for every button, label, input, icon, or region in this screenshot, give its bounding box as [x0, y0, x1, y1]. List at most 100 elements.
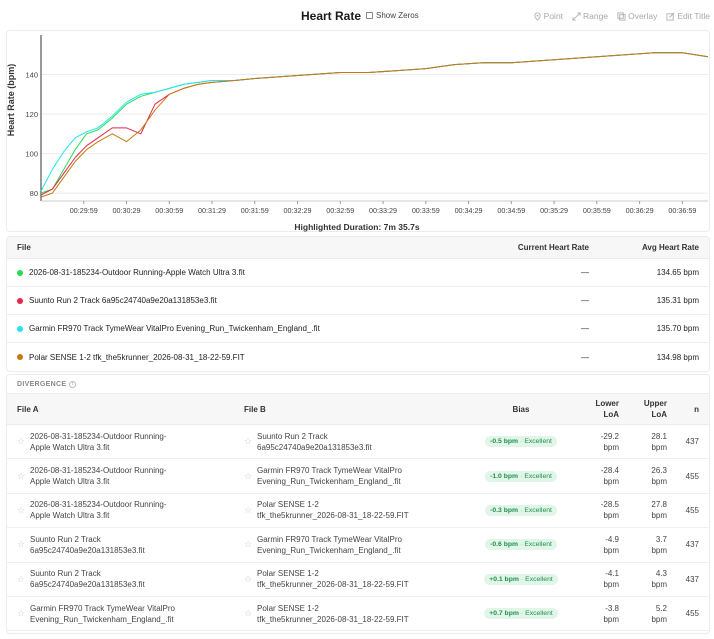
- upper-loa-cell: 27.8 bpm: [619, 499, 667, 521]
- series-line-3: [40, 52, 709, 192]
- highlighted-duration: Highlighted Duration: 7m 35.7s: [294, 222, 420, 232]
- star-icon[interactable]: ☆: [17, 470, 26, 481]
- file-name: Garmin FR970 Track TymeWear VitalPro Eve…: [29, 324, 320, 333]
- chart-svg[interactable]: 80 100 120 140 00:29:59 00:30:29 00:30:59 00:31…: [7, 31, 711, 233]
- bias-value: +0.7 bpm: [489, 610, 519, 618]
- file-a-line1: Suunto Run 2 Track: [30, 534, 101, 544]
- divergence-row[interactable]: ☆ Suunto Run 2 Track 6a95c24740a9e20a13185…: [7, 563, 709, 597]
- heart-rate-chart[interactable]: 80 100 120 140 00:29:59 00:30:29 00:30:59 00:31…: [6, 30, 710, 232]
- file-b-line1: Polar SENSE 1-2: [257, 569, 319, 579]
- star-icon[interactable]: ☆: [17, 539, 26, 550]
- upper-loa-cell: 3.7 bpm: [619, 534, 667, 556]
- star-icon[interactable]: ☆: [244, 608, 253, 619]
- range-button[interactable]: Range: [572, 11, 608, 21]
- file-b-line2: tfk_the5krunner_2026-08-31_18-22-59.FIT: [257, 614, 409, 624]
- file-a-cell: ☆ 2026-08-31-185234-Outdoor Running- Apple…: [7, 465, 234, 487]
- upper-loa-value: 4.3: [655, 569, 667, 579]
- series-color-dot: [17, 354, 23, 360]
- n-column-header: n: [694, 404, 699, 414]
- file-b-line2: 6a95c24740a9e20a131853e3.fit: [257, 442, 372, 452]
- n-value: 455: [685, 471, 699, 481]
- file-a-name: 2026-08-31-185234-Outdoor Running- Apple …: [30, 465, 167, 487]
- lower-loa-unit: bpm: [603, 511, 619, 521]
- x-tick-label: 00:36:59: [668, 206, 696, 215]
- series-color-dot: [17, 325, 23, 332]
- upper-loa-value: 27.8: [651, 500, 667, 510]
- edit-title-button[interactable]: Edit Title: [666, 11, 710, 21]
- divergence-row[interactable]: ☆ 2026-08-31-185234-Outdoor Running- Apple…: [7, 425, 709, 460]
- file-cell: Polar SENSE 1-2 tfk_the5krunner_2026-08-…: [7, 353, 507, 362]
- file-b-line1: Suunto Run 2 Track: [257, 431, 328, 441]
- file-b-line2: tfk_the5krunner_2026-08-31_18-22-59.FIT: [257, 580, 409, 590]
- star-icon[interactable]: ☆: [17, 573, 26, 584]
- star-icon[interactable]: ☆: [244, 470, 253, 481]
- chart-title: Heart Rate: [301, 9, 362, 23]
- upper-loa-unit: bpm: [651, 580, 667, 590]
- file-cell: 2026-08-31-185234-Outdoor Running-Apple …: [7, 268, 507, 277]
- file-row[interactable]: Polar SENSE 1-2 tfk_the5krunner_2026-08-…: [7, 343, 709, 371]
- upper-loa-cell: 4.3 bpm: [619, 568, 667, 590]
- file-a-cell: ☆ 2026-08-31-185234-Outdoor Running- Apple…: [7, 499, 234, 521]
- point-button[interactable]: Point: [533, 11, 563, 21]
- star-icon[interactable]: ☆: [17, 436, 26, 447]
- file-b-column-header: File B: [244, 404, 266, 414]
- star-icon[interactable]: ☆: [244, 539, 253, 550]
- file-column-header: File: [17, 243, 31, 252]
- upper-loa-column-header: Upper LoA: [619, 398, 667, 420]
- star-icon[interactable]: ☆: [17, 608, 26, 619]
- file-name: 2026-08-31-185234-Outdoor Running-Apple …: [29, 268, 245, 277]
- series-color-dot: [17, 297, 23, 304]
- file-a-name: Suunto Run 2 Track 6a95c24740a9e20a131853…: [30, 568, 145, 590]
- bias-badge: -0.3 bpm · Excellent: [485, 504, 557, 516]
- x-tick-label: 00:36:29: [626, 206, 654, 215]
- file-b-line2: Evening_Run_Twickenham_England_.fit: [257, 545, 401, 555]
- star-icon[interactable]: ☆: [244, 504, 253, 515]
- star-icon[interactable]: ☆: [244, 573, 253, 584]
- star-icon[interactable]: ☆: [17, 504, 26, 515]
- upper-loa-cell: 28.1 bpm: [619, 431, 667, 453]
- bias-cell: -0.5 bpm · Excellent: [461, 436, 581, 448]
- lower-loa-cell: -28.4 bpm: [581, 465, 619, 487]
- file-a-line2: Apple Watch Ultra 3.fit: [30, 477, 110, 487]
- bias-value: -0.3 bpm: [490, 506, 519, 514]
- divergence-row[interactable]: ☆ 2026-08-31-185234-Outdoor Running- Apple…: [7, 494, 709, 529]
- file-a-line1: 2026-08-31-185234-Outdoor Running-: [30, 431, 167, 441]
- lower-loa-value: -4.9: [605, 534, 619, 544]
- current-hr-value: —: [581, 296, 589, 305]
- file-row[interactable]: 2026-08-31-185234-Outdoor Running-Apple …: [7, 259, 709, 287]
- divergence-title-text: DIVERGENCE: [17, 380, 67, 388]
- series-line-1: [40, 52, 709, 194]
- range-label: Range: [583, 11, 609, 21]
- file-row[interactable]: Garmin FR970 Track TymeWear VitalPro Eve…: [7, 315, 709, 343]
- divergence-row[interactable]: ☆ Suunto Run 2 Track 6a95c24740a9e20a13185…: [7, 528, 709, 563]
- bias-value: -0.5 bpm: [490, 438, 519, 446]
- star-icon[interactable]: ☆: [244, 436, 253, 447]
- lower-loa-column-header: Lower LoA: [581, 398, 619, 420]
- file-a-column-header: File A: [17, 404, 39, 414]
- edit-icon: [666, 12, 675, 21]
- show-zeros-toggle[interactable]: Show Zeros: [366, 11, 419, 20]
- n-value: 455: [685, 609, 699, 619]
- file-row[interactable]: Suunto Run 2 Track 6a95c24740a9e20a13185…: [7, 287, 709, 315]
- upper-loa-cell: 26.3 bpm: [619, 465, 667, 487]
- lower-loa-unit: bpm: [603, 477, 619, 487]
- show-zeros-checkbox[interactable]: [366, 12, 373, 19]
- x-tick-label: 00:32:59: [326, 206, 354, 215]
- file-b-name: Garmin FR970 Track TymeWear VitalPro Even…: [257, 534, 402, 556]
- x-tick-label: 00:32:29: [284, 206, 312, 215]
- file-b-cell: ☆ Garmin FR970 Track TymeWear VitalPro Eve…: [234, 534, 461, 556]
- upper-loa-header-line1: Upper: [643, 399, 667, 408]
- x-tick-label: 00:30:29: [113, 206, 141, 215]
- overlay-button[interactable]: Overlay: [617, 11, 657, 21]
- file-a-name: Suunto Run 2 Track 6a95c24740a9e20a131853…: [30, 534, 145, 556]
- file-a-cell: ☆ Garmin FR970 Track TymeWear VitalPro Eve…: [7, 603, 234, 625]
- x-tick-label: 00:35:59: [583, 206, 611, 215]
- bias-badge: +0.7 bpm · Excellent: [484, 608, 558, 620]
- divergence-row[interactable]: ☆ 2026-08-31-185234-Outdoor Running- Apple…: [7, 459, 709, 494]
- info-icon[interactable]: i: [69, 380, 77, 388]
- n-value: 437: [685, 574, 699, 584]
- lower-loa-header-line2: LoA: [603, 410, 619, 419]
- bias-rating: Excellent: [524, 472, 552, 480]
- divergence-row[interactable]: ☆ Garmin FR970 Track TymeWear VitalPro Eve…: [7, 597, 709, 632]
- file-b-cell: ☆ Polar SENSE 1-2 tfk_the5krunner_2026-08-…: [234, 568, 461, 590]
